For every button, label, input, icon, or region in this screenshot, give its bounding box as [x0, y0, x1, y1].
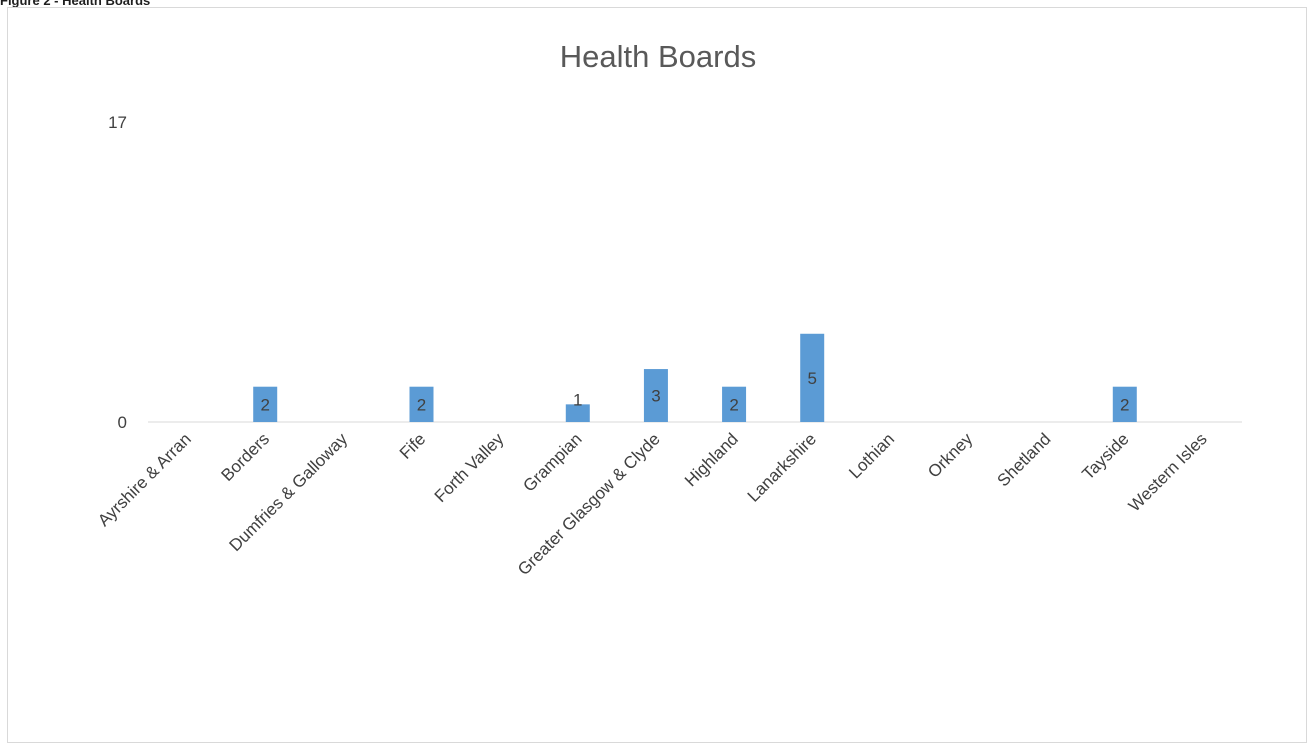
bar: [800, 333, 825, 422]
x-category-label: Greater Glasgow & Clyde: [514, 429, 664, 579]
data-label: 2: [417, 395, 426, 414]
data-label: 5: [807, 369, 816, 388]
data-label: 1: [573, 390, 582, 409]
bar: [1112, 386, 1137, 422]
x-category-label: Tayside: [1078, 429, 1132, 483]
x-category-label: Fife: [396, 429, 429, 462]
x-category-label: Lanarkshire: [744, 429, 820, 505]
bar: [409, 386, 434, 422]
x-category-label: Ayrshire & Arran: [94, 429, 195, 530]
figure-caption: Figure 2 - Health Boards: [0, 0, 151, 8]
chart-title: Health Boards: [560, 39, 756, 74]
x-category-label: Borders: [218, 429, 274, 485]
bar: [253, 386, 278, 422]
x-category-label: Highland: [681, 429, 742, 490]
y-tick-label: 17: [108, 113, 127, 132]
x-category-label: Lothian: [845, 429, 898, 482]
x-category-label: Orkney: [924, 429, 977, 482]
bar: [643, 369, 668, 422]
x-category-label: Western Isles: [1125, 429, 1211, 515]
data-label: 3: [651, 387, 660, 406]
bar: [722, 386, 747, 422]
x-category-label: Grampian: [519, 429, 585, 495]
bar: [565, 404, 590, 422]
x-category-label: Shetland: [994, 429, 1055, 490]
y-tick-label: 0: [118, 413, 127, 432]
data-label: 2: [729, 395, 738, 414]
x-category-label: Forth Valley: [431, 429, 508, 506]
data-label: 2: [260, 395, 269, 414]
data-label: 2: [1120, 395, 1129, 414]
